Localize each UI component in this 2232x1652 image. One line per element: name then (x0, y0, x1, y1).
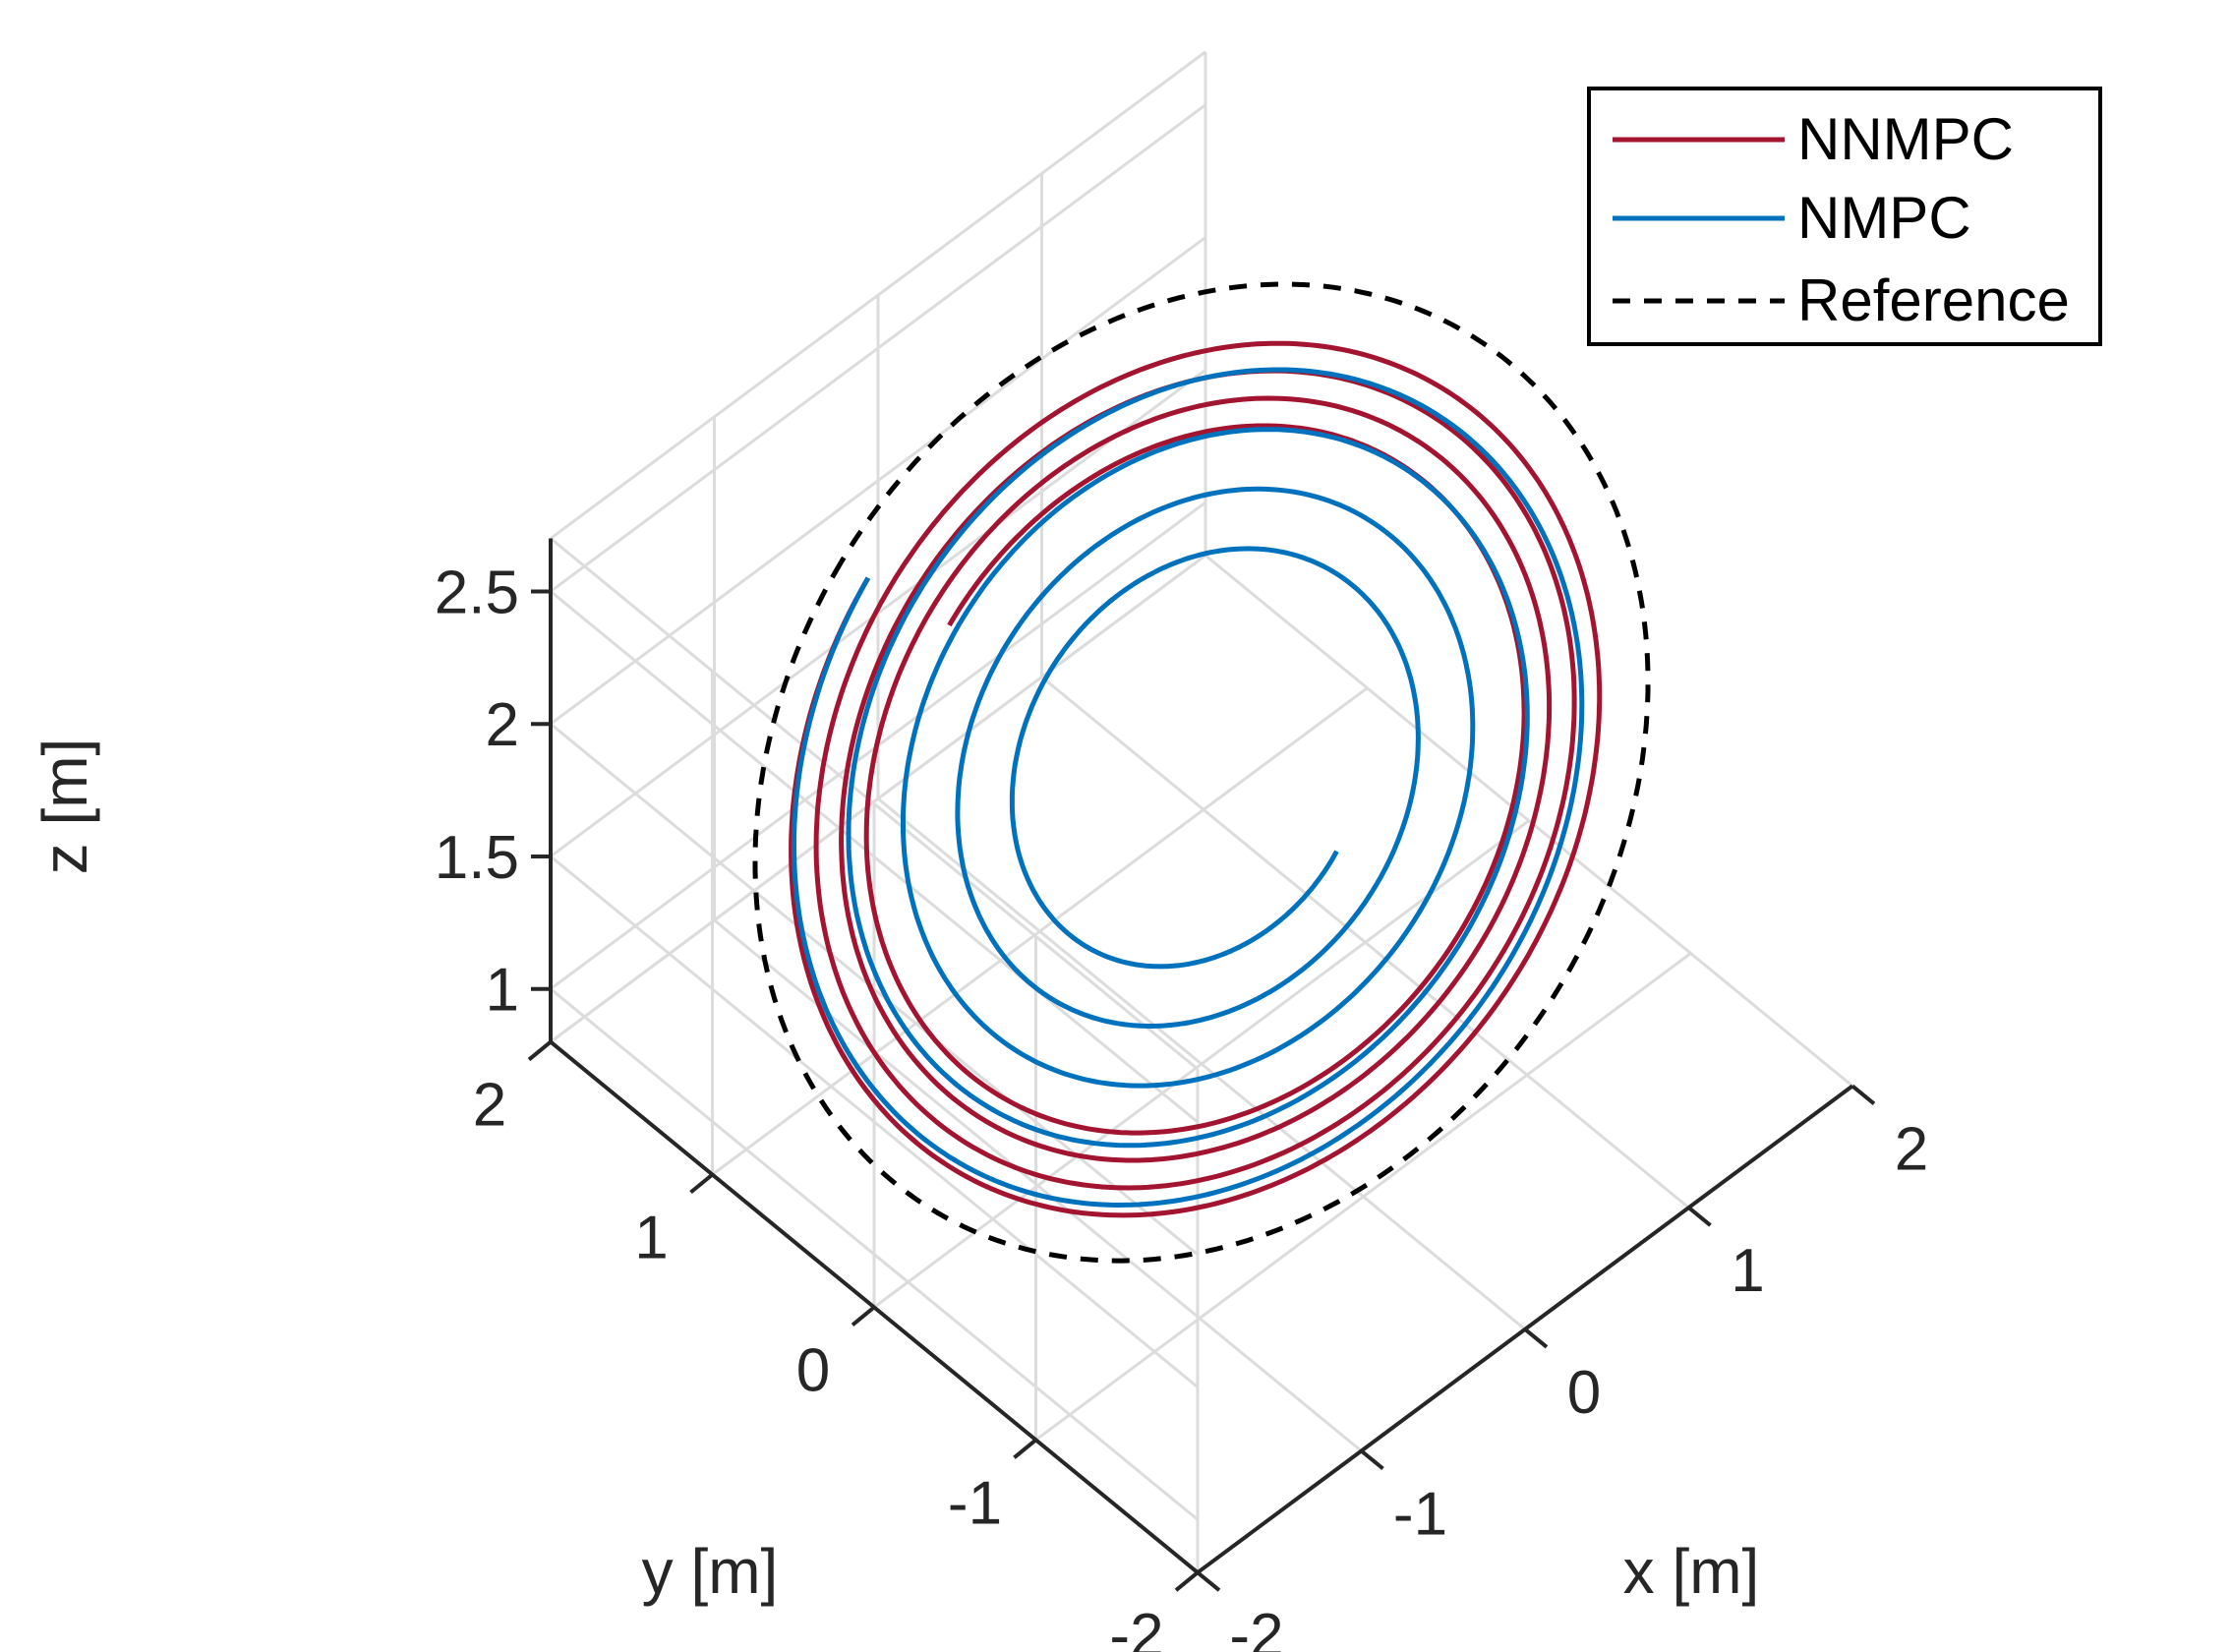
y-tick-1 (1013, 1438, 1037, 1459)
back-wall-x-horizontal-2 (550, 236, 1206, 726)
back-wall-y-horizontal-1 (550, 855, 1199, 1388)
labels-layer: -2 -1 0 1 2 -2 -1 0 1 2 1 1.5 2 2.5 (435, 559, 1928, 1652)
z-tick-label: 2.5 (435, 559, 519, 626)
z-tick-label: 1 (486, 957, 519, 1025)
legend-nmpc-label: NMPC (1797, 185, 1971, 251)
series-reference-line (752, 281, 1651, 1264)
z-tick-label: 2 (486, 691, 519, 759)
x-tick-label: 0 (1567, 1359, 1601, 1427)
y-tick-label: 0 (796, 1336, 830, 1404)
back-wall-y-horizontal-0 (550, 987, 1199, 1521)
y-tick-label: 1 (634, 1205, 668, 1272)
back-wall-x-horizontal-4 (550, 554, 1206, 1043)
y-tick-label: -2 (1109, 1602, 1163, 1652)
z-axis-title: z [m] (29, 738, 100, 875)
back-wall-x-horizontal-3 (550, 103, 1206, 593)
y-tick-2 (851, 1305, 876, 1327)
x-tick-label: 1 (1731, 1237, 1764, 1305)
legend: NNMPC NMPC Reference (1587, 87, 2102, 346)
x-tick-label: 2 (1895, 1115, 1928, 1183)
y-tick-4 (527, 1040, 553, 1062)
series-layer (752, 281, 1651, 1264)
back-wall-y-horizontal-5 (550, 537, 1199, 1071)
x-tick-label: -1 (1393, 1481, 1447, 1549)
x-tick-4 (1850, 1084, 1876, 1105)
y-axis-title: y [m] (642, 1536, 779, 1607)
x-axis-title: x [m] (1623, 1536, 1760, 1607)
y-tick-0 (1174, 1570, 1200, 1592)
floor-gridline-y-2 (873, 819, 1530, 1309)
floor-gridline-y-1 (1034, 952, 1692, 1442)
axes-layer (527, 538, 1876, 1592)
x-tick-0 (1196, 1570, 1221, 1592)
x-tick-label: -2 (1229, 1602, 1283, 1652)
y-axis-line (549, 1040, 1200, 1574)
legend-reference-label: Reference (1797, 267, 2070, 333)
x-tick-1 (1360, 1448, 1384, 1471)
back-wall-y-horizontal-2 (550, 723, 1199, 1256)
y-tick-3 (689, 1172, 714, 1195)
floor-gridline-y-3 (711, 686, 1369, 1176)
x-tick-2 (1523, 1328, 1549, 1349)
z-tick-label: 1.5 (435, 824, 519, 892)
back-wall-x-horizontal-5 (550, 50, 1206, 540)
series-nmpc-line (792, 367, 1585, 1208)
back-wall-y-horizontal-3 (550, 590, 1199, 1124)
legend-nnmpc-label: NNMPC (1797, 106, 2014, 172)
series-nnmpc-line (789, 340, 1603, 1218)
y-tick-label: -1 (948, 1469, 1002, 1537)
x-tick-3 (1687, 1206, 1712, 1227)
y-tick-label: 2 (473, 1072, 506, 1140)
